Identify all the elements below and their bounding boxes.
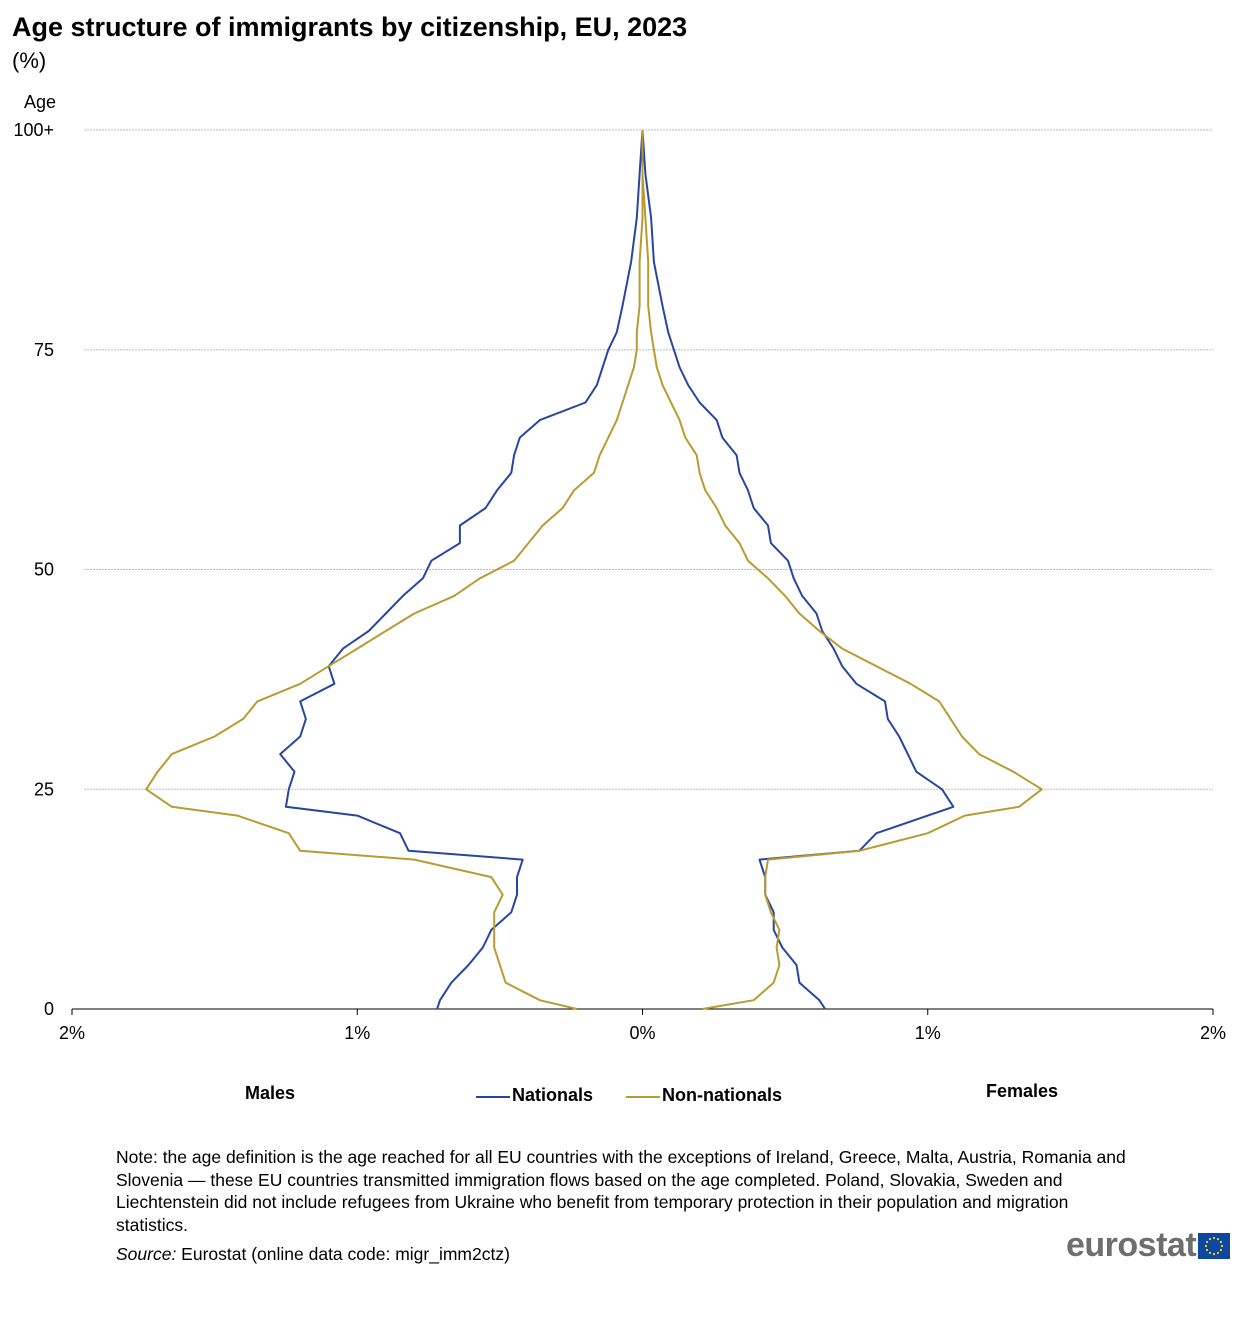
eu-flag-icon (1198, 1232, 1231, 1259)
series-line-non-nationals-males (145, 130, 644, 1010)
chart-title: Age structure of immigrants by citizensh… (12, 12, 688, 42)
legend-label-nationals: Nationals (512, 1085, 594, 1105)
legend-label-non-nationals: Non-nationals (662, 1085, 782, 1105)
series-lines (145, 129, 1043, 1010)
series-line-nationals-males (279, 129, 644, 1010)
chart-note: Note: the age definition is the age reac… (116, 1147, 1126, 1235)
y-axis-title: Age (24, 92, 56, 112)
x-tick-label-2: 0% (629, 1023, 655, 1043)
chart-source: Source: Eurostat (online data code: migr… (116, 1244, 510, 1265)
x-tick-label-0: 2% (59, 1023, 85, 1043)
x-tick-label-3: 1% (915, 1023, 941, 1043)
x-tick-label-1: 1% (344, 1023, 370, 1043)
x-tick-label-4: 2% (1200, 1023, 1226, 1043)
females-label: Females (986, 1081, 1059, 1101)
y-tick-label-50: 50 (34, 560, 54, 580)
males-label: Males (245, 1083, 296, 1103)
source-label: Source: (116, 1244, 177, 1264)
gridlines (84, 129, 1213, 790)
source-text: Eurostat (online data code: migr_imm2ctz… (176, 1244, 510, 1264)
axes (71, 1008, 1214, 1015)
y-tick-label-0: 0 (44, 999, 54, 1019)
chart-subtitle: (%) (12, 48, 47, 73)
y-tick-label-25: 25 (34, 779, 54, 799)
y-tick-label-100: 100+ (13, 120, 54, 140)
logo-text: eurostat (1066, 1226, 1197, 1264)
y-tick-label-75: 75 (34, 340, 54, 360)
legend-swatches (476, 1096, 660, 1098)
eurostat-logo: eurostat (1066, 1226, 1231, 1265)
series-line-non-nationals-females (641, 130, 1043, 1010)
